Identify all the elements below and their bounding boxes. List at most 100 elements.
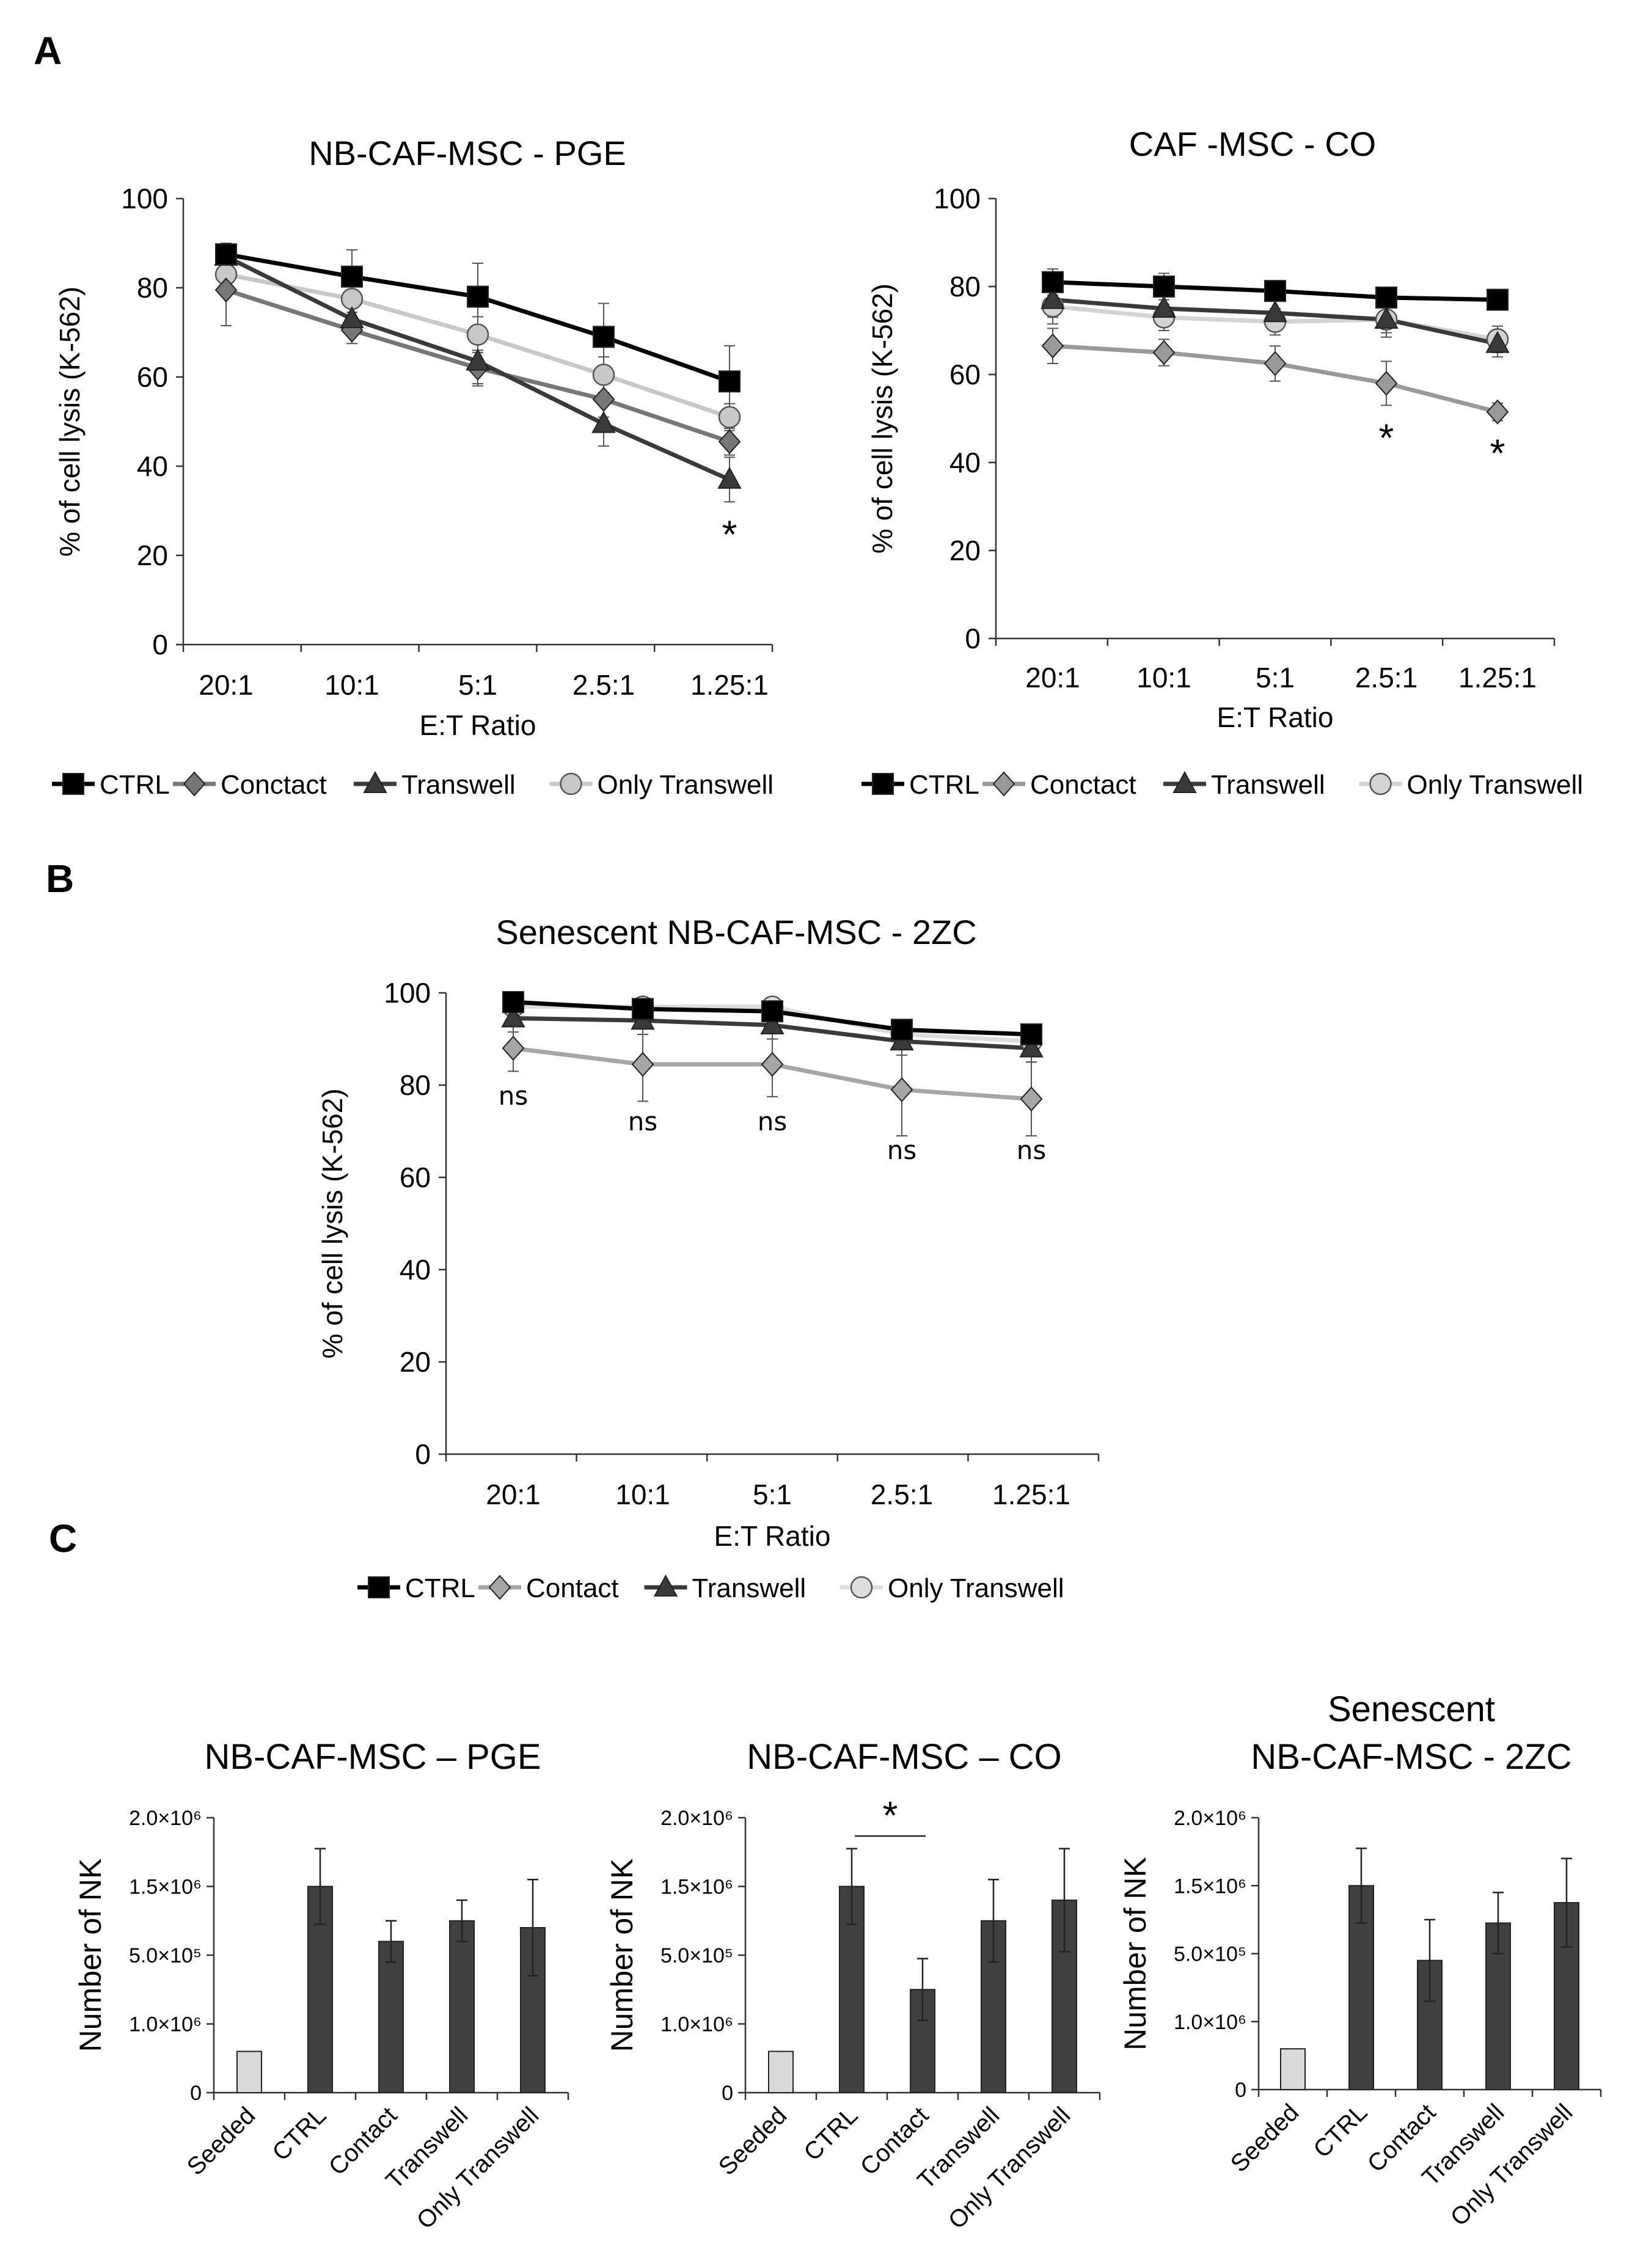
y-tick-label: 40 bbox=[400, 1254, 431, 1286]
bar-transwell bbox=[449, 1920, 475, 2093]
bar-seeded bbox=[768, 2050, 794, 2093]
data-point-conctact bbox=[718, 429, 741, 455]
y-tick-label: 5.0×10⁵ bbox=[129, 1944, 202, 1967]
x-tick-label: 1.25:1 bbox=[690, 669, 769, 701]
legend-label: CTRL bbox=[405, 1573, 475, 1603]
data-point-ctrl bbox=[719, 370, 741, 393]
y-axis-label: Number of NK bbox=[73, 1859, 108, 2052]
legend-label: Transwell bbox=[1211, 770, 1325, 800]
data-point-ctrl bbox=[215, 243, 237, 266]
data-point-transwell bbox=[1485, 331, 1510, 353]
y-axis-label: % of cell lysis (K-562) bbox=[54, 287, 86, 557]
y-tick-label: 1.5×10⁶ bbox=[660, 1876, 733, 1899]
y-axis-label: Number of NK bbox=[605, 1859, 639, 2052]
legend-swatch-marker bbox=[872, 773, 894, 795]
y-tick-label: 5.0×10⁵ bbox=[660, 1944, 733, 1967]
data-point-transwell bbox=[717, 466, 742, 489]
data-point-only-transwell bbox=[718, 406, 741, 428]
data-point-transwell bbox=[340, 306, 364, 329]
legend-item-conctact: Conctact bbox=[173, 770, 327, 800]
chart-title: Senescent NB-CAF-MSC - 2ZC bbox=[496, 913, 976, 951]
legend-item-contact: Contact bbox=[478, 1573, 619, 1603]
y-tick-label: 20 bbox=[137, 540, 168, 571]
legend-item-transwell: Transwell bbox=[354, 770, 516, 800]
data-point-contact bbox=[890, 1077, 913, 1103]
chart-c3: Senescent NB-CAF-MSC - 2ZC 0 1.0×10⁶ 5.0×10⁵… bbox=[1118, 1689, 1602, 2231]
chart-c1: NB-CAF-MSC – PGE 0 1.0×10⁶ 5.0×10⁵ 1.5×10⁶ 2.… bbox=[73, 1737, 569, 2234]
legend-label: Only Transwell bbox=[598, 770, 774, 800]
y-tick-label: 1.5×10⁶ bbox=[129, 1876, 202, 1899]
x-tick-label: Only Transwell bbox=[412, 2102, 544, 2234]
legend-item-conctact: Conctact bbox=[982, 770, 1136, 800]
x-axis-label: E:T Ratio bbox=[420, 709, 536, 741]
chart-c2: NB-CAF-MSC – CO 0 1.0×10⁶ 5.0×10⁵ 1.5×10⁶ 2.0… bbox=[605, 1737, 1101, 2234]
x-tick-label: 20:1 bbox=[199, 669, 254, 701]
legend-item-ctrl: CTRL bbox=[357, 1573, 475, 1603]
x-tick-label: CTRL bbox=[267, 2102, 331, 2166]
data-point-transwell bbox=[1374, 306, 1399, 329]
significance-star: * bbox=[883, 1793, 898, 1837]
data-point-conctact bbox=[214, 277, 238, 303]
x-tick-label: Seeded bbox=[182, 2102, 261, 2181]
data-point-ctrl bbox=[891, 1019, 913, 1041]
x-tick-label: CTRL bbox=[799, 2102, 863, 2166]
data-point-ctrl bbox=[467, 285, 489, 308]
data-point-ctrl bbox=[1153, 276, 1175, 298]
significance-star: * bbox=[1379, 415, 1394, 459]
chart-b: Senescent NB-CAF-MSC - 2ZC 0 20 40 60 80 100 20… bbox=[316, 913, 1100, 1603]
data-point-only-transwell bbox=[466, 323, 489, 346]
legend-item-only-transwell: Only Transwell bbox=[840, 1573, 1064, 1603]
data-point-conctact bbox=[1486, 399, 1509, 425]
y-tick-label: 0 bbox=[415, 1438, 431, 1470]
chart-title-line: Senescent bbox=[1328, 1689, 1495, 1729]
data-point-contact bbox=[1020, 1086, 1043, 1112]
data-point-ctrl bbox=[632, 998, 654, 1020]
y-tick-label: 40 bbox=[137, 450, 168, 482]
y-axis-label: % of cell lysis (K-562) bbox=[316, 1088, 348, 1358]
x-tick-label: Seeded bbox=[714, 2102, 792, 2181]
y-tick-label: 0 bbox=[965, 623, 981, 654]
y-tick-label: 100 bbox=[384, 977, 431, 1009]
y-tick-label: 2.0×10⁶ bbox=[660, 1807, 733, 1830]
data-point-transwell bbox=[1263, 300, 1287, 323]
data-point-ctrl bbox=[1042, 271, 1064, 293]
legend-item-only-transwell: Only Transwell bbox=[549, 770, 774, 800]
chart-title: NB-CAF-MSC – PGE bbox=[204, 1737, 541, 1777]
x-axis-label: E:T Ratio bbox=[714, 1520, 831, 1552]
y-axis-label: Number of NK bbox=[1118, 1857, 1152, 2050]
chart-title-line: NB-CAF-MSC - 2ZC bbox=[1251, 1737, 1571, 1777]
chart-title: NB-CAF-MSC – CO bbox=[747, 1737, 1062, 1777]
x-tick-label: 2.5:1 bbox=[871, 1479, 933, 1510]
data-point-conctact bbox=[1264, 351, 1287, 376]
y-tick-label: 1.0×10⁶ bbox=[660, 2013, 733, 2036]
x-tick-label: 1.25:1 bbox=[992, 1479, 1070, 1510]
data-point-conctact bbox=[1152, 340, 1176, 365]
x-tick-label: 20:1 bbox=[1025, 662, 1080, 693]
x-tick-label: 2.5:1 bbox=[1355, 662, 1417, 693]
legend-label: Transwell bbox=[692, 1573, 807, 1603]
y-tick-label: 80 bbox=[949, 271, 981, 302]
legend-item-transwell: Transwell bbox=[644, 1573, 807, 1603]
x-tick-label: 1.25:1 bbox=[1458, 662, 1537, 693]
y-tick-label: 0 bbox=[1235, 2079, 1246, 2102]
x-tick-label: 20:1 bbox=[486, 1479, 541, 1510]
data-point-conctact bbox=[1041, 333, 1064, 359]
y-tick-label: 80 bbox=[137, 272, 168, 304]
y-tick-label: 20 bbox=[949, 535, 981, 566]
legend-label: Transwell bbox=[401, 770, 516, 800]
data-point-ctrl bbox=[1375, 287, 1397, 309]
chart-a1: NB-CAF-MSC - PGE 0 20 40 60 80 100 20:1 10:1 5:1 2… bbox=[52, 134, 774, 800]
y-tick-label: 5.0×10⁵ bbox=[1174, 1943, 1246, 1966]
legend-swatch-marker bbox=[368, 1576, 390, 1598]
legend-label: Conctact bbox=[221, 770, 327, 800]
y-tick-label: 100 bbox=[934, 183, 981, 214]
data-point-ctrl bbox=[502, 991, 524, 1014]
legend-swatch-marker bbox=[560, 772, 582, 796]
y-tick-label: 2.0×10⁶ bbox=[1174, 1807, 1246, 1830]
legend-item-transwell: Transwell bbox=[1163, 770, 1325, 800]
data-point-ctrl bbox=[1020, 1023, 1042, 1045]
legend-item-ctrl: CTRL bbox=[861, 770, 979, 800]
ns-label: ns bbox=[887, 1135, 917, 1165]
x-tick-label: 5:1 bbox=[458, 669, 497, 701]
data-point-only-transwell bbox=[592, 364, 615, 386]
